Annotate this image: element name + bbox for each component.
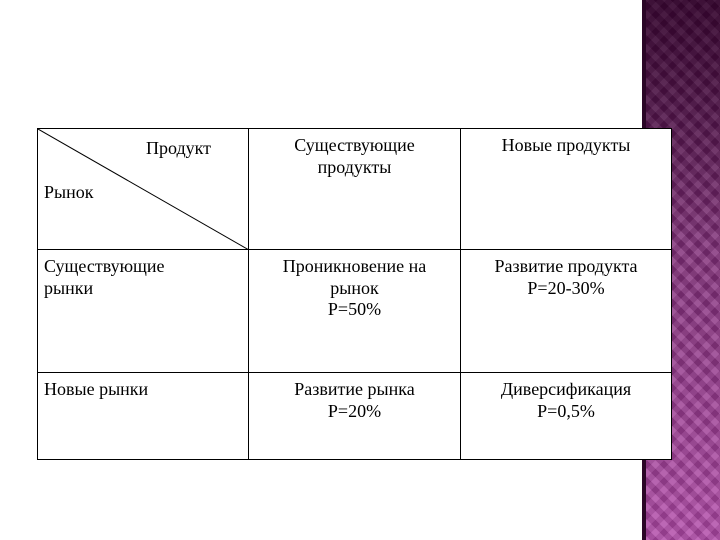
cell-line: Развитие продукта: [494, 256, 638, 276]
row-header-line: рынки: [44, 277, 94, 298]
cell-probability: P=20%: [327, 400, 382, 421]
column-header-existing-products: Существующие продукты: [248, 128, 461, 250]
row-header-existing-markets: Существующие рынки: [37, 249, 249, 373]
cell-line: Проникновение на: [282, 256, 427, 276]
corner-cell: Продукт Рынок: [37, 128, 249, 250]
header-line: Новые продукты: [501, 135, 631, 155]
row-new-markets: Новые рынки Развитие рынка P=20% Диверси…: [37, 372, 672, 460]
ansoff-matrix-table: Продукт Рынок Существующие продукты Новы…: [37, 128, 672, 460]
cell-line: Диверсификация: [500, 379, 632, 399]
header-line: Существующие: [294, 135, 415, 155]
cell-line: рынок: [330, 277, 379, 298]
cell-probability: P=50%: [327, 299, 382, 320]
corner-market-label: Рынок: [44, 182, 94, 202]
cell-market-penetration: Проникновение на рынок P=50%: [248, 249, 461, 373]
cell-market-development: Развитие рынка P=20%: [248, 372, 461, 460]
header-line: продукты: [317, 156, 392, 177]
corner-product-label: Продукт: [146, 138, 212, 158]
cell-diversification: Диверсификация P=0,5%: [460, 372, 672, 460]
header-row: Продукт Рынок Существующие продукты Новы…: [37, 128, 672, 250]
cell-line: Развитие рынка: [294, 379, 415, 399]
column-header-new-products: Новые продукты: [460, 128, 672, 250]
cell-probability: P=0,5%: [537, 400, 595, 421]
row-header-line: Существующие: [44, 256, 165, 276]
cell-product-development: Развитие продукта P=20-30%: [460, 249, 672, 373]
diagonal-divider: [38, 129, 248, 249]
row-header-new-markets: Новые рынки: [37, 372, 249, 460]
row-header-line: Новые рынки: [44, 379, 149, 399]
row-existing-markets: Существующие рынки Проникновение на рыно…: [37, 249, 672, 373]
cell-probability: P=20-30%: [527, 277, 605, 298]
